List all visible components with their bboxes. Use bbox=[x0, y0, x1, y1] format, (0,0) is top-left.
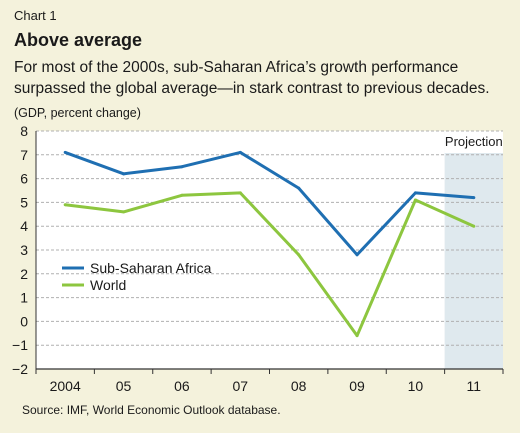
y-tick-label: 1 bbox=[20, 290, 28, 306]
data-point bbox=[297, 253, 301, 257]
y-tick-label: −2 bbox=[12, 361, 28, 377]
data-point bbox=[472, 224, 476, 228]
data-point bbox=[355, 253, 359, 257]
y-tick-label: 8 bbox=[20, 123, 28, 139]
projection-label-bg bbox=[444, 131, 503, 153]
y-tick-label: 2 bbox=[20, 266, 28, 282]
data-point bbox=[413, 191, 417, 195]
chart-number: Chart 1 bbox=[14, 8, 57, 23]
data-point bbox=[63, 150, 67, 154]
data-point bbox=[180, 193, 184, 197]
series-line-world bbox=[65, 191, 475, 338]
data-point bbox=[63, 203, 67, 207]
x-tick-label: 05 bbox=[116, 378, 132, 394]
data-point bbox=[472, 196, 476, 200]
series-line-ssa bbox=[64, 150, 474, 257]
source-note: Source: IMF, World Economic Outlook data… bbox=[22, 403, 281, 417]
data-point bbox=[180, 165, 184, 169]
y-tick-label: 5 bbox=[20, 194, 28, 210]
x-tick-label: 07 bbox=[233, 378, 249, 394]
projection-label: Projection bbox=[445, 134, 503, 149]
y-tick-label: −1 bbox=[12, 337, 28, 353]
x-tick-label: 06 bbox=[174, 378, 190, 394]
x-tick-label: 10 bbox=[408, 378, 424, 394]
y-tick-label: 6 bbox=[20, 171, 28, 187]
data-point bbox=[122, 210, 126, 214]
x-tick-label: 11 bbox=[467, 378, 482, 394]
x-tick-label: 2004 bbox=[50, 378, 81, 394]
data-point bbox=[355, 334, 359, 338]
chart-subtitle: For most of the 2000s, sub-Saharan Afric… bbox=[14, 59, 490, 97]
legend-label: Sub-Saharan Africa bbox=[90, 260, 212, 276]
data-point bbox=[413, 198, 417, 202]
chart-title: Above average bbox=[14, 30, 143, 50]
legend-label: World bbox=[90, 277, 126, 293]
data-point bbox=[238, 150, 242, 154]
units-label: (GDP, percent change) bbox=[14, 106, 141, 120]
y-tick-label: 0 bbox=[20, 313, 28, 329]
x-tick-label: 08 bbox=[291, 378, 307, 394]
data-point bbox=[122, 172, 126, 176]
y-tick-label: 4 bbox=[20, 218, 28, 234]
data-point bbox=[297, 186, 301, 190]
x-tick-label: 09 bbox=[349, 378, 365, 394]
data-point bbox=[238, 191, 242, 195]
y-tick-label: 7 bbox=[20, 147, 28, 163]
y-tick-label: 3 bbox=[20, 242, 28, 258]
